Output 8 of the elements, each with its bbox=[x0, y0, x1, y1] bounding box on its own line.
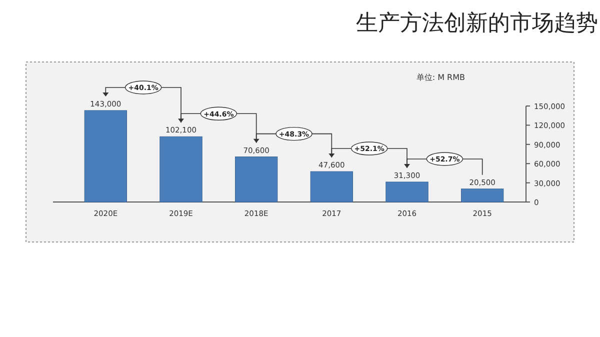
chart-title: 生产方法创新的市场趋势 bbox=[356, 11, 598, 36]
bar bbox=[234, 156, 278, 202]
bar bbox=[160, 136, 202, 202]
chart-subtitle: 单位: M RMB bbox=[416, 73, 465, 82]
bar bbox=[386, 182, 428, 202]
bar bbox=[460, 188, 504, 202]
bar bbox=[84, 110, 128, 202]
bar bbox=[310, 171, 354, 202]
